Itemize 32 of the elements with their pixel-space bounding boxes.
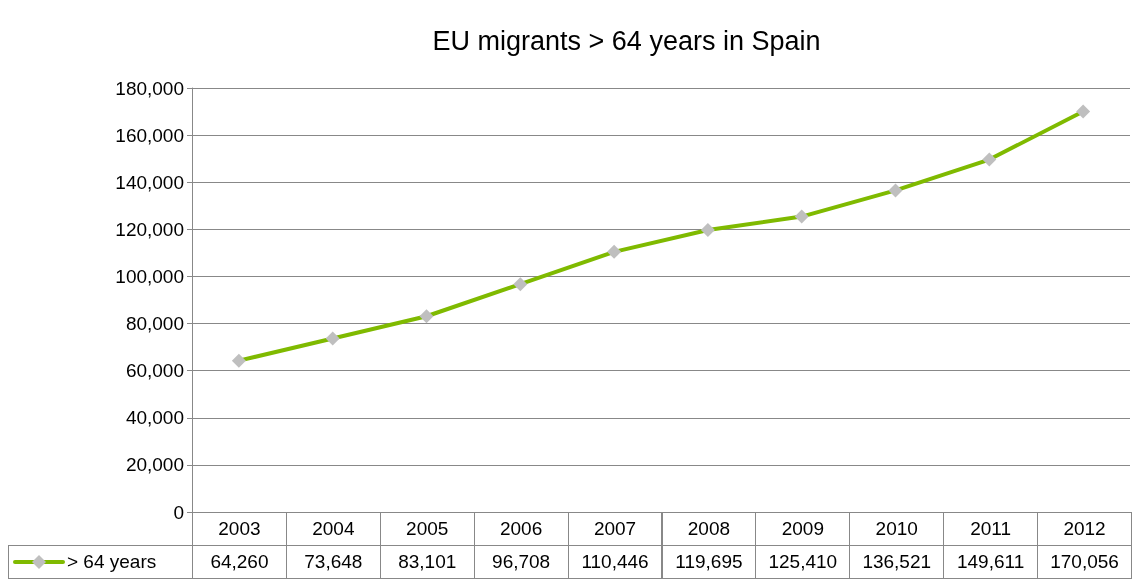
x-tick-label: 2005: [379, 512, 475, 546]
data-label: 110,446: [567, 545, 663, 579]
x-tick-label: 2003: [192, 512, 287, 546]
y-tick-label: 180,000: [115, 77, 184, 99]
chart-title: EU migrants > 64 years in Spain: [432, 25, 821, 56]
x-tick-label: 2009: [755, 512, 851, 546]
x-tick-label: 2007: [567, 512, 663, 546]
y-tick-label: 0: [173, 501, 184, 523]
x-tick-label: 2008: [661, 512, 757, 546]
y-tick-label: 60,000: [125, 360, 184, 382]
y-tick-label: 120,000: [115, 218, 184, 240]
data-label: 73,648: [285, 545, 381, 579]
x-tick-label: 2012: [1037, 512, 1132, 546]
data-label: 119,695: [661, 545, 757, 579]
data-label: 83,101: [379, 545, 475, 579]
data-label: 64,260: [192, 545, 287, 579]
y-tick-label: 40,000: [125, 407, 184, 429]
y-tick-label: 20,000: [125, 454, 184, 476]
y-tick-label: 80,000: [125, 313, 184, 335]
x-tick-label: 2004: [285, 512, 381, 546]
data-label: 96,708: [473, 545, 569, 579]
legend-label: > 64 years: [67, 551, 157, 573]
x-tick-label: 2006: [473, 512, 569, 546]
x-tick-label: 2010: [849, 512, 945, 546]
data-label: 136,521: [849, 545, 945, 579]
y-tick-label: 160,000: [115, 124, 184, 146]
data-label: 125,410: [755, 545, 851, 579]
data-label: 149,611: [943, 545, 1039, 579]
y-tick-label: 140,000: [115, 171, 184, 193]
data-label: 170,056: [1037, 545, 1132, 579]
x-tick-label: 2011: [943, 512, 1039, 546]
y-tick-label: 100,000: [115, 265, 184, 287]
